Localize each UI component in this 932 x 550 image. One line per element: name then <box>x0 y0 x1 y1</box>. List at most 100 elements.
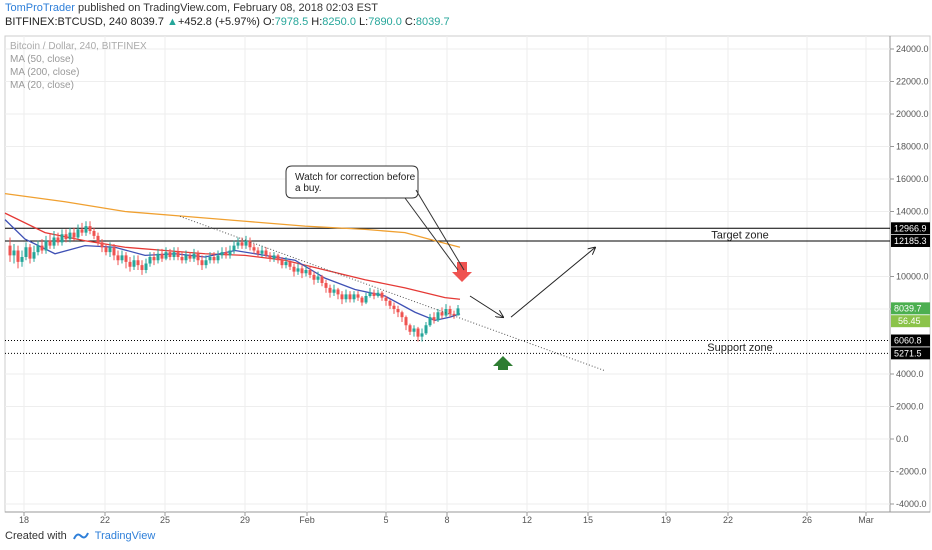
callout-pointer-left <box>404 197 459 271</box>
legend-ma50: MA (50, close) <box>10 54 74 65</box>
candle-body <box>196 253 200 261</box>
annotation-callout <box>285 165 419 199</box>
candle-body <box>240 242 244 246</box>
candle-body <box>264 250 268 256</box>
red-down-arrow-icon <box>452 262 472 282</box>
candle-body <box>132 260 136 267</box>
candle-body <box>20 257 24 262</box>
candle-body <box>380 292 384 298</box>
candle-body <box>384 297 388 301</box>
candle-body <box>108 247 112 253</box>
candle-body <box>152 257 156 261</box>
candle-body <box>344 294 348 300</box>
candle-body <box>252 247 256 251</box>
candle-body <box>328 287 332 293</box>
x-tick-label: 29 <box>240 515 250 525</box>
published-text: published on TradingView.com, February 0… <box>77 2 378 14</box>
candle-body <box>336 289 340 295</box>
candle-body <box>112 247 116 256</box>
x-tick-label: 18 <box>19 515 29 525</box>
candle-body <box>32 252 36 259</box>
support-zone-label: Support zone <box>707 342 772 354</box>
tradingview-logo-icon <box>72 532 89 540</box>
candle-body <box>44 240 48 251</box>
candle-body <box>416 328 420 337</box>
y-tick-label: 16000.0 <box>896 174 929 184</box>
level-price-badge <box>891 334 930 347</box>
candle-body <box>292 266 296 272</box>
candle-body <box>124 255 128 262</box>
candle-body <box>136 260 140 266</box>
candle-body <box>368 292 372 296</box>
candle-body <box>428 317 432 326</box>
annotation-text-line-1: Watch for correction before <box>295 172 416 183</box>
candle-body <box>296 268 300 272</box>
y-tick-label: 10000.0 <box>896 272 929 282</box>
level-price-label: 12185.3 <box>894 236 927 246</box>
candle-body <box>16 250 20 262</box>
candle-body <box>48 240 52 246</box>
author-link[interactable]: TomProTrader <box>5 2 75 14</box>
level-price-badge <box>891 347 930 360</box>
candle-body <box>320 276 324 283</box>
ma20-line <box>4 219 461 322</box>
candle-body <box>448 309 452 314</box>
candle-body <box>76 229 80 238</box>
x-tick-label: 15 <box>583 515 593 525</box>
candle-body <box>424 325 428 334</box>
ohlc-header: BITFINEX:BTCUSD, 240 8039.7 ▲+452.8 (+5.… <box>5 16 450 28</box>
candle-body <box>376 292 380 296</box>
y-tick-label: -2000.0 <box>896 467 927 477</box>
candle-body <box>236 242 240 246</box>
candle-body <box>128 261 132 267</box>
x-tick-label: Feb <box>299 515 315 525</box>
candle-body <box>232 245 236 251</box>
candle-body <box>224 252 228 256</box>
candle-body <box>116 255 120 261</box>
target-zone-label: Target zone <box>711 230 768 242</box>
created-with-text: Created with <box>5 530 67 542</box>
candle-body <box>456 308 460 316</box>
y-tick-label: 14000.0 <box>896 207 929 217</box>
secondary-price-badge <box>891 315 930 328</box>
level-price-label: 12966.9 <box>894 223 927 233</box>
candle-body <box>216 255 220 261</box>
y-tick-label: 22000.0 <box>896 77 929 87</box>
candle-body <box>340 294 344 300</box>
projection-down-arrow <box>469 295 503 317</box>
candle-body <box>388 300 392 306</box>
candle-body <box>404 317 408 326</box>
level-price-badge <box>891 222 930 235</box>
x-tick-label: 22 <box>723 515 733 525</box>
low-label: L: <box>359 16 369 28</box>
candle-body <box>316 276 320 280</box>
candle-body <box>284 261 288 266</box>
candle-body <box>364 296 368 303</box>
last-price-label: 8039.7 <box>894 303 922 313</box>
candle-body <box>420 333 424 337</box>
candle-body <box>452 313 456 316</box>
x-tick-label: 22 <box>100 515 110 525</box>
candle-body <box>28 247 32 259</box>
candle-body <box>220 252 224 256</box>
legend-ma20: MA (20, close) <box>10 80 74 91</box>
y-tick-label: -4000.0 <box>896 499 927 509</box>
candle-body <box>356 294 360 298</box>
candle-body <box>392 305 396 309</box>
x-tick-label: 8 <box>444 515 449 525</box>
candle-body <box>24 247 28 257</box>
candle-body <box>288 261 292 267</box>
y-tick-label: 24000.0 <box>896 44 929 54</box>
ma200-line <box>4 192 461 248</box>
y-tick-label: 18000.0 <box>896 142 929 152</box>
candle-body <box>444 309 448 316</box>
candle-body <box>308 270 312 275</box>
candle-body <box>184 255 188 261</box>
tradingview-brand[interactable]: TradingView <box>94 530 156 542</box>
candle-body <box>36 245 40 253</box>
y-tick-label: 2000.0 <box>896 402 924 412</box>
secondary-price-label: 56.45 <box>898 316 921 326</box>
candle-body <box>72 232 76 238</box>
x-tick-label: 26 <box>802 515 812 525</box>
